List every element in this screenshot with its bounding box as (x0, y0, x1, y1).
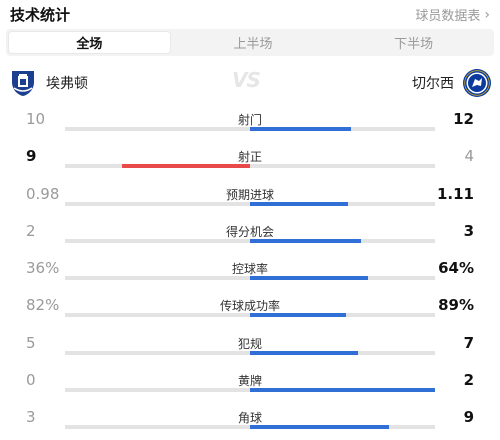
away-value: 3 (463, 221, 474, 240)
home-bar-track (65, 276, 250, 281)
away-bar (250, 313, 347, 318)
away-bar (250, 388, 435, 393)
home-value: 2 (26, 221, 36, 240)
home-bar-track (65, 350, 250, 355)
away-value: 7 (463, 333, 474, 352)
stat-row: 3 角球 9 (0, 402, 500, 439)
stat-label: 传球成功率 (219, 299, 280, 314)
home-value: 3 (26, 408, 36, 427)
home-bar (121, 164, 250, 169)
away-bar (250, 350, 358, 355)
home-value: 10 (26, 110, 46, 128)
home-value: 0.98 (26, 184, 60, 203)
home-team: 埃弗顿 (8, 68, 88, 98)
away-bar (250, 276, 369, 281)
home-value: 36% (26, 259, 60, 278)
home-bar (203, 425, 250, 430)
away-value: 4 (464, 147, 474, 166)
home-bar (163, 201, 250, 206)
section-title: 技术统计 (10, 6, 71, 24)
away-value: 12 (453, 110, 474, 128)
away-bar (250, 127, 351, 131)
tab-second-half[interactable]: 下半场 (394, 37, 434, 52)
stat-row: 9 射正 4 (0, 141, 500, 178)
stats-header: 技术统计 球员数据表 › (0, 0, 500, 28)
stats-list: 10 射门 12 9 射正 4 0.98 预期进球 1.11 2 得分机会 3 … (0, 104, 500, 440)
away-bar-track (250, 276, 435, 281)
stat-row: 5 犯规 7 (0, 328, 500, 365)
stat-label: 黄牌 (237, 374, 262, 389)
home-team-name: 埃弗顿 (46, 76, 88, 92)
away-value: 1.11 (436, 184, 474, 203)
player-stats-link-label: 球员数据表 (415, 9, 481, 24)
stat-label: 射门 (237, 113, 262, 127)
home-bar-track (65, 388, 250, 393)
away-bar-track (250, 388, 435, 393)
home-bar (165, 127, 250, 131)
stat-label: 射正 (237, 150, 262, 165)
away-bar-track (250, 164, 435, 169)
home-bar-track (65, 425, 250, 430)
stat-row: 36% 控球率 64% (0, 253, 500, 290)
vs-mark: VS (232, 68, 261, 92)
away-team: 切尔西 (412, 68, 492, 98)
away-value: 89% (438, 296, 474, 315)
tab-full-match[interactable]: 全场 (8, 31, 171, 54)
away-value: 2 (463, 371, 474, 390)
home-bar-track (65, 127, 250, 131)
away-bar-track (250, 201, 435, 206)
home-value: 9 (26, 147, 37, 166)
away-bar (250, 164, 307, 169)
home-bar-track (65, 201, 250, 206)
home-bar-track (65, 313, 250, 318)
away-bar-track (250, 350, 435, 355)
stat-label: 得分机会 (225, 224, 274, 239)
away-bar-track (250, 238, 435, 243)
away-bar-track (250, 127, 435, 131)
everton-badge-icon (12, 71, 34, 96)
teams-row: 埃弗顿 VS 切尔西 (0, 62, 500, 102)
away-bar-track (250, 313, 435, 318)
tab-first-half[interactable]: 上半场 (233, 37, 273, 52)
stat-label: 预期进球 (225, 187, 274, 202)
stat-label: 角球 (237, 411, 262, 426)
player-stats-link[interactable]: 球员数据表 › (415, 5, 490, 25)
stat-row: 82% 传球成功率 89% (0, 290, 500, 327)
away-bar (250, 425, 389, 430)
stat-label: 控球率 (231, 262, 268, 277)
home-bar (176, 238, 250, 243)
chevron-right-icon: › (484, 6, 490, 23)
away-team-name: 切尔西 (412, 76, 454, 92)
home-bar-track (65, 238, 250, 243)
home-value: 82% (26, 296, 60, 315)
away-value: 64% (438, 259, 474, 278)
away-bar (250, 201, 349, 206)
home-bar-track (65, 164, 250, 169)
away-value: 9 (463, 408, 474, 427)
period-tabs: 全场 上半场 下半场 (6, 29, 494, 56)
away-bar (250, 238, 361, 243)
home-value: 0 (26, 371, 36, 390)
home-value: 5 (26, 333, 36, 352)
stat-label: 犯规 (237, 336, 262, 351)
stat-row: 10 射门 12 (0, 104, 500, 141)
away-bar-track (250, 425, 435, 430)
stat-row: 0.98 预期进球 1.11 (0, 179, 500, 216)
chelsea-badge-icon (463, 69, 491, 97)
stat-row: 2 得分机会 3 (0, 216, 500, 253)
home-bar (161, 313, 250, 318)
stat-row: 0 黄牌 2 (0, 365, 500, 402)
home-bar (183, 276, 250, 281)
home-bar (172, 350, 250, 355)
